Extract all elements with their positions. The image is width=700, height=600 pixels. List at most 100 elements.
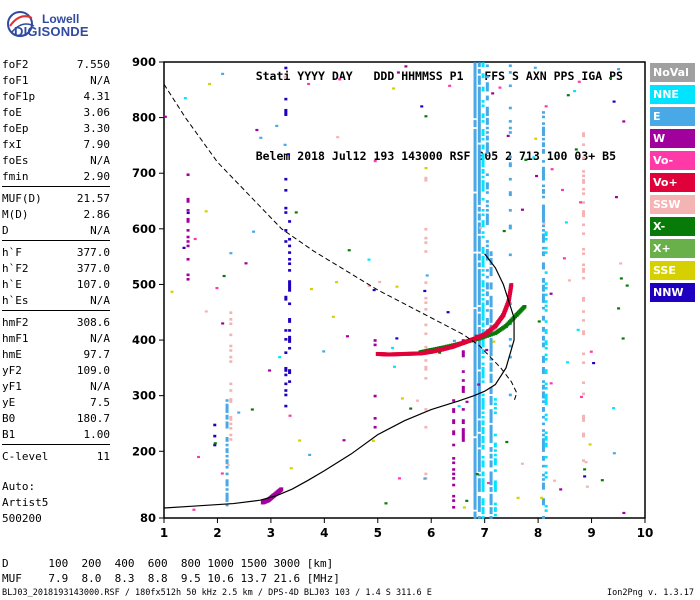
- echo-point: [473, 313, 477, 317]
- echo-point: [489, 253, 493, 257]
- echo-point: [489, 424, 493, 428]
- echo-point: [186, 200, 190, 203]
- echo-point: [477, 464, 481, 468]
- echo-point: [481, 133, 485, 137]
- echo-point: [473, 382, 477, 386]
- echo-point: [477, 460, 481, 463]
- echo-point: [473, 480, 477, 484]
- echo-point: [477, 284, 481, 288]
- echo-point: [481, 302, 485, 306]
- echo-point: [477, 275, 481, 279]
- echo-point: [481, 322, 485, 326]
- echo-point: [225, 465, 229, 469]
- echo-point: [489, 511, 493, 515]
- echo-point: [452, 430, 456, 433]
- echo-point: [485, 95, 489, 99]
- param-value: N/A: [90, 380, 110, 393]
- echo-point: [489, 462, 493, 466]
- echo-point: [577, 80, 581, 83]
- echo-point: [473, 246, 477, 250]
- echo-point: [582, 330, 586, 333]
- param-row: C-level 11: [2, 448, 110, 466]
- echo-point: [485, 117, 489, 121]
- header-block: Stati YYYY DAY DDD HHMMSS P1 FFS S AXN P…: [228, 20, 623, 196]
- echo-point: [541, 366, 545, 370]
- echo-point: [452, 419, 456, 422]
- echo-point: [477, 320, 481, 323]
- echo-point: [477, 349, 481, 352]
- echo-point: [541, 391, 545, 395]
- echo-point: [477, 86, 481, 90]
- echo-point: [229, 382, 233, 386]
- o-trace-point: [507, 291, 512, 296]
- echo-point: [541, 447, 545, 450]
- echo-point: [489, 378, 493, 381]
- echo-point: [477, 209, 481, 212]
- echo-point: [541, 409, 545, 412]
- echo-point: [204, 210, 208, 213]
- echo-point: [473, 111, 477, 114]
- echo-point: [473, 491, 477, 495]
- echo-point: [473, 106, 477, 110]
- echo-point: [473, 253, 477, 257]
- echo-point: [477, 217, 481, 221]
- header-col-station: Stati: [255, 69, 291, 83]
- param-value: N/A: [90, 332, 110, 345]
- x-tick-label: 9: [587, 526, 595, 540]
- header-col-axn: AXN: [525, 69, 547, 83]
- muf-value: 13.7: [233, 572, 267, 585]
- y-tick-label: 400: [132, 333, 156, 347]
- param-value: N/A: [90, 154, 110, 167]
- echo-point: [229, 311, 233, 314]
- echo-point: [477, 442, 481, 446]
- echo-point: [288, 369, 292, 372]
- echo-point: [225, 405, 229, 409]
- echo-point: [225, 479, 229, 482]
- echo-point: [485, 220, 489, 223]
- param-row: yF2 109.0: [2, 362, 110, 380]
- echo-point: [493, 458, 497, 461]
- echo-point: [541, 195, 545, 199]
- echo-point: [473, 146, 477, 150]
- param-name: foE: [2, 106, 22, 119]
- echo-point: [541, 369, 545, 372]
- echo-point: [481, 393, 485, 397]
- echo-point: [284, 382, 288, 386]
- echo-point: [544, 353, 548, 357]
- echo-point: [473, 193, 477, 197]
- echo-point: [583, 468, 587, 471]
- echo-point: [477, 215, 481, 219]
- echo-point: [473, 269, 477, 272]
- echo-point: [508, 226, 512, 230]
- echo-point: [489, 284, 493, 288]
- echo-point: [489, 453, 493, 457]
- echo-point: [489, 440, 493, 443]
- echo-point: [485, 309, 489, 312]
- echo-point: [284, 229, 288, 232]
- param-name: C-level: [2, 450, 49, 463]
- echo-point: [424, 296, 428, 300]
- echo-point: [582, 332, 586, 336]
- echo-point: [541, 318, 545, 321]
- echo-point: [485, 217, 489, 221]
- echo-point: [485, 213, 489, 217]
- echo-point: [541, 306, 545, 310]
- x-tick-label: 6: [427, 526, 435, 540]
- echo-point: [508, 162, 512, 165]
- echo-point: [489, 358, 493, 361]
- echo-point: [473, 504, 477, 508]
- echo-point: [186, 197, 190, 201]
- echo-point: [213, 443, 217, 447]
- echo-point: [225, 448, 229, 451]
- s-value: 2: [505, 149, 513, 163]
- echo-point: [473, 398, 477, 401]
- echo-point: [489, 262, 493, 266]
- echo-point: [481, 224, 485, 228]
- echo-point: [481, 500, 485, 504]
- echo-point: [477, 171, 481, 174]
- echo-point: [481, 398, 485, 401]
- echo-point: [477, 68, 481, 72]
- echo-point: [541, 315, 545, 319]
- echo-point: [186, 244, 190, 248]
- param-row: MUF(D) 21.57: [2, 190, 110, 208]
